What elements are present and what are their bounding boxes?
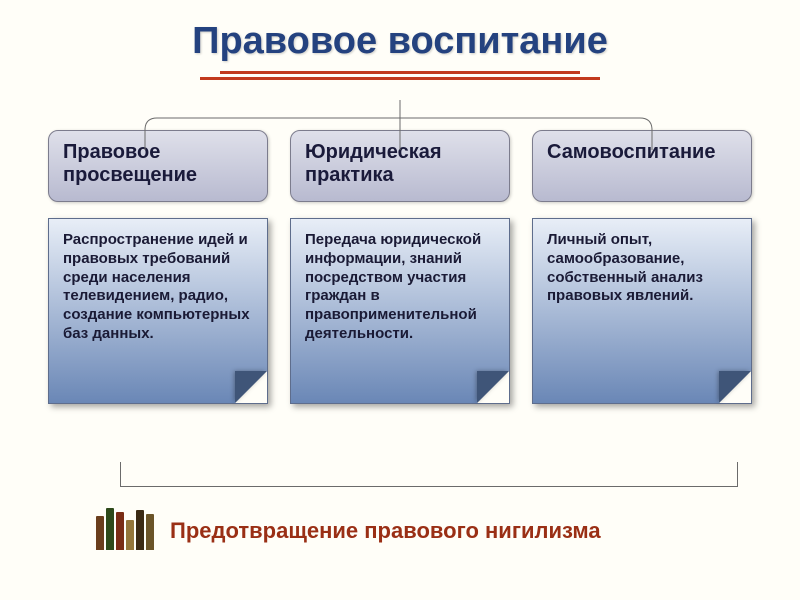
pill-label: Юридическая практика (305, 141, 495, 187)
pill-legal-practice: Юридическая практика (290, 130, 510, 202)
bottom-connector (120, 486, 738, 487)
note-fold-icon (477, 371, 509, 403)
note-self-education: Личный опыт, самообразование, собственны… (532, 218, 752, 404)
note-fold-icon (719, 371, 751, 403)
bottom-row: Предотвращение правового нигилизма (96, 506, 601, 550)
page-title: Правовое воспитание (0, 0, 800, 63)
books-icon (96, 506, 156, 550)
pill-legal-education: Правовое просвещение (48, 130, 268, 202)
bottom-caption: Предотвращение правового нигилизма (170, 518, 601, 550)
pill-label: Правовое просвещение (63, 141, 253, 187)
pill-row: Правовое просвещение Юридическая практик… (48, 130, 752, 202)
note-legal-education: Распространение идей и правовых требован… (48, 218, 268, 404)
note-text: Передача юридической информации, знаний … (305, 231, 481, 342)
note-text: Распространение идей и правовых требован… (63, 231, 250, 342)
note-text: Личный опыт, самообразование, собственны… (547, 231, 703, 304)
pill-label: Самовоспитание (547, 141, 715, 164)
pill-self-education: Самовоспитание (532, 130, 752, 202)
note-fold-icon (235, 371, 267, 403)
title-divider (0, 71, 800, 80)
note-legal-practice: Передача юридической информации, знаний … (290, 218, 510, 404)
note-row: Распространение идей и правовых требован… (48, 218, 752, 404)
